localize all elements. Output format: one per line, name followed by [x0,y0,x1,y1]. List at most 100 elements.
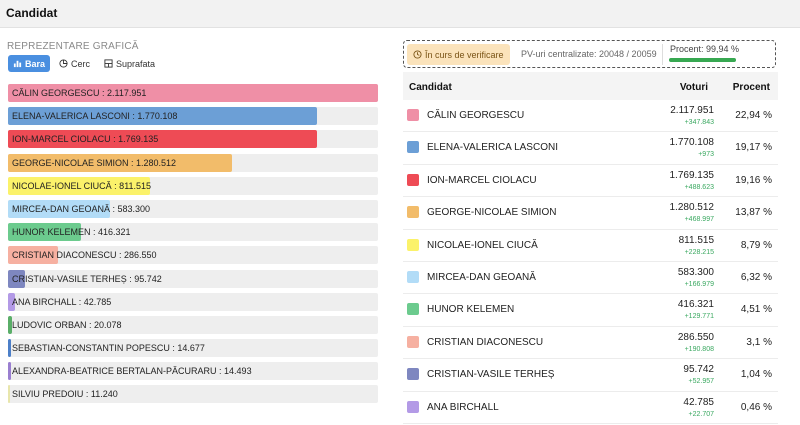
chart-type-tabs: Bara Cerc Suprafata [8,55,160,73]
tab-cerc[interactable]: Cerc [54,55,95,72]
vote-percent: 3,1 % [746,336,772,348]
vote-percent: 13,87 % [735,207,772,219]
table-row[interactable]: NICOLAE-IONEL CIUCĂ 811.515 +228.215 8,79 % [403,230,778,262]
tab-bara[interactable]: Bara [8,55,51,72]
bar-fill [8,292,16,311]
table-row[interactable]: HUNOR KELEMEN 416.321 +129.771 4,51 % [403,294,778,327]
bar-row[interactable]: MIRCEA-DAN GEOANĂ : 583.300 [8,199,378,218]
bar-fill [8,153,232,172]
bar-fill [8,107,318,126]
column-header-voturi: Voturi [679,82,708,93]
status-badge-label: În curs de verificare [425,49,504,60]
chart-panel: REPREZENTARE GRAFICĂ Bara Cerc Suprafata… [0,28,390,425]
vote-percent: 19,17 % [735,142,772,154]
bar-row[interactable]: CRISTIAN DIACONESCU : 286.550 [8,246,378,265]
bar-fill [8,223,81,242]
bar-fill [8,84,378,102]
vote-percent: 1,04 % [740,369,772,381]
color-swatch [407,238,419,251]
vote-percent: 4,51 % [740,304,772,316]
divider [662,44,663,65]
color-swatch [407,368,419,381]
vote-count: 583.300 [677,266,714,278]
vote-delta: +488.623 [684,183,714,191]
vote-count: 95.742 [683,364,714,376]
color-swatch [407,335,419,348]
bar-label: CRISTIAN DIACONESCU : 286.550 [12,250,157,261]
bar-label: NICOLAE-IONEL CIUCĂ : 811.515 [12,180,152,191]
bar-row[interactable]: NICOLAE-IONEL CIUCĂ : 811.515 [8,176,378,195]
procent-progress-fill [669,58,736,62]
table-row[interactable]: CĂLIN GEORGESCU 2.117.951 +347.843 22,94 % [403,100,778,133]
vote-count: 2.117.951 [670,105,714,116]
bar-row[interactable]: CĂLIN GEORGESCU : 2.117.951 [8,84,378,102]
color-swatch [407,206,419,219]
bar-row[interactable]: GEORGE-NICOLAE SIMION : 1.280.512 [8,153,378,172]
vote-count: 1.770.108 [669,137,715,149]
bar-row[interactable]: ALEXANDRA-BEATRICE BERTALAN-PĂCURARU : 1… [8,362,378,381]
vote-count: 1.280.512 [669,202,715,214]
vote-count: 1.769.135 [669,169,715,181]
candidate-name: ELENA-VALERICA LASCONI [427,142,558,154]
table-row[interactable]: ION-MARCEL CIOLACU 1.769.135 +488.623 19,16… [403,165,778,198]
bar-label: MIRCEA-DAN GEOANĂ : 583.300 [12,203,151,214]
pie-chart-icon [59,59,68,68]
candidate-name: MIRCEA-DAN GEOANĂ [427,271,536,283]
bar-row[interactable]: ELENA-VALERICA LASCONI : 1.770.108 [8,107,378,126]
color-swatch [407,141,419,154]
procent-progress-bar [669,58,736,62]
bar-row[interactable]: SEBASTIAN-CONSTANTIN POPESCU : 14.677 [8,339,378,358]
table-row[interactable]: GEORGE-NICOLAE SIMION 1.280.512 +468.997 13… [403,197,778,230]
bar-label: LUDOVIC ORBAN : 20.078 [12,319,122,330]
bar-label: ELENA-VALERICA LASCONI : 1.770.108 [12,111,178,122]
bar-row[interactable]: CRISTIAN-VASILE TERHEȘ : 95.742 [8,269,378,288]
bar-fill [8,176,150,195]
page-title: Candidat [6,6,58,20]
column-header-procent: Procent [732,82,770,93]
table-row[interactable]: CRISTIAN-VASILE TERHEȘ 95.742 +52.957 1,04 … [403,359,778,392]
tab-label: Bara [25,58,46,69]
vote-percent: 0,46 % [740,401,772,413]
verification-status: În curs de verificare PV-uri centralizat… [403,40,776,68]
table-row[interactable]: ANA BIRCHALL 42.785 +22.707 0,46 % [403,392,778,424]
vote-count: 286.550 [677,331,714,343]
vote-percent: 22,94 % [735,110,772,121]
tab-suprafata[interactable]: Suprafata [99,55,160,72]
bar-fill [8,385,11,404]
bar-fill [8,315,12,334]
area-grid-icon [104,59,113,68]
candidate-name: CRISTIAN-VASILE TERHEȘ [427,369,555,381]
vote-percent: 6,32 % [740,271,772,283]
vote-delta: +228.215 [684,248,714,256]
bar-label: ALEXANDRA-BEATRICE BERTALAN-PĂCURARU : 1… [12,366,252,377]
bar-label: GEORGE-NICOLAE SIMION : 1.280.512 [12,157,177,168]
bar-fill [8,269,25,288]
candidate-name: NICOLAE-IONEL CIUCĂ [427,239,538,251]
table-row[interactable]: MIRCEA-DAN GEOANĂ 583.300 +166.979 6,32 % [403,262,778,295]
bar-label: CĂLIN GEORGESCU : 2.117.951 [12,88,147,98]
bar-row[interactable]: ANA BIRCHALL : 42.785 [8,292,378,311]
color-swatch [407,270,419,283]
color-swatch [407,173,419,186]
bar-row[interactable]: ION-MARCEL CIOLACU : 1.769.135 [8,130,378,149]
candidate-name: CRISTIAN DIACONESCU [427,336,544,348]
bar-row[interactable]: SILVIU PREDOIU : 11.240 [8,385,378,404]
vote-percent: 8,79 % [740,239,772,251]
bar-label: SEBASTIAN-CONSTANTIN POPESCU : 14.677 [12,343,205,354]
tab-label: Suprafata [116,58,156,69]
results-panel: În curs de verificare PV-uri centralizat… [398,28,800,425]
bar-label: ION-MARCEL CIOLACU : 1.769.135 [12,134,159,145]
bar-row[interactable]: LUDOVIC ORBAN : 20.078 [8,315,378,334]
bar-fill [8,246,59,265]
table-row[interactable]: ELENA-VALERICA LASCONI 1.770.108 +973 19,17… [403,132,778,165]
bar-row[interactable]: HUNOR KELEMEN : 416.321 [8,223,378,242]
candidate-name: ION-MARCEL CIOLACU [427,174,537,186]
header-bar: Candidat [0,0,800,28]
pv-count: PV-uri centralizate: 20048 / 20059 [521,49,657,59]
table-row[interactable]: CRISTIAN DIACONESCU 286.550 +190.808 3,1 % [403,327,778,360]
vote-delta: +190.808 [684,345,714,353]
bar-fill [8,339,11,358]
vote-delta: +468.997 [684,216,714,224]
candidate-name: GEORGE-NICOLAE SIMION [427,207,557,219]
vote-delta: +129.771 [684,313,714,321]
